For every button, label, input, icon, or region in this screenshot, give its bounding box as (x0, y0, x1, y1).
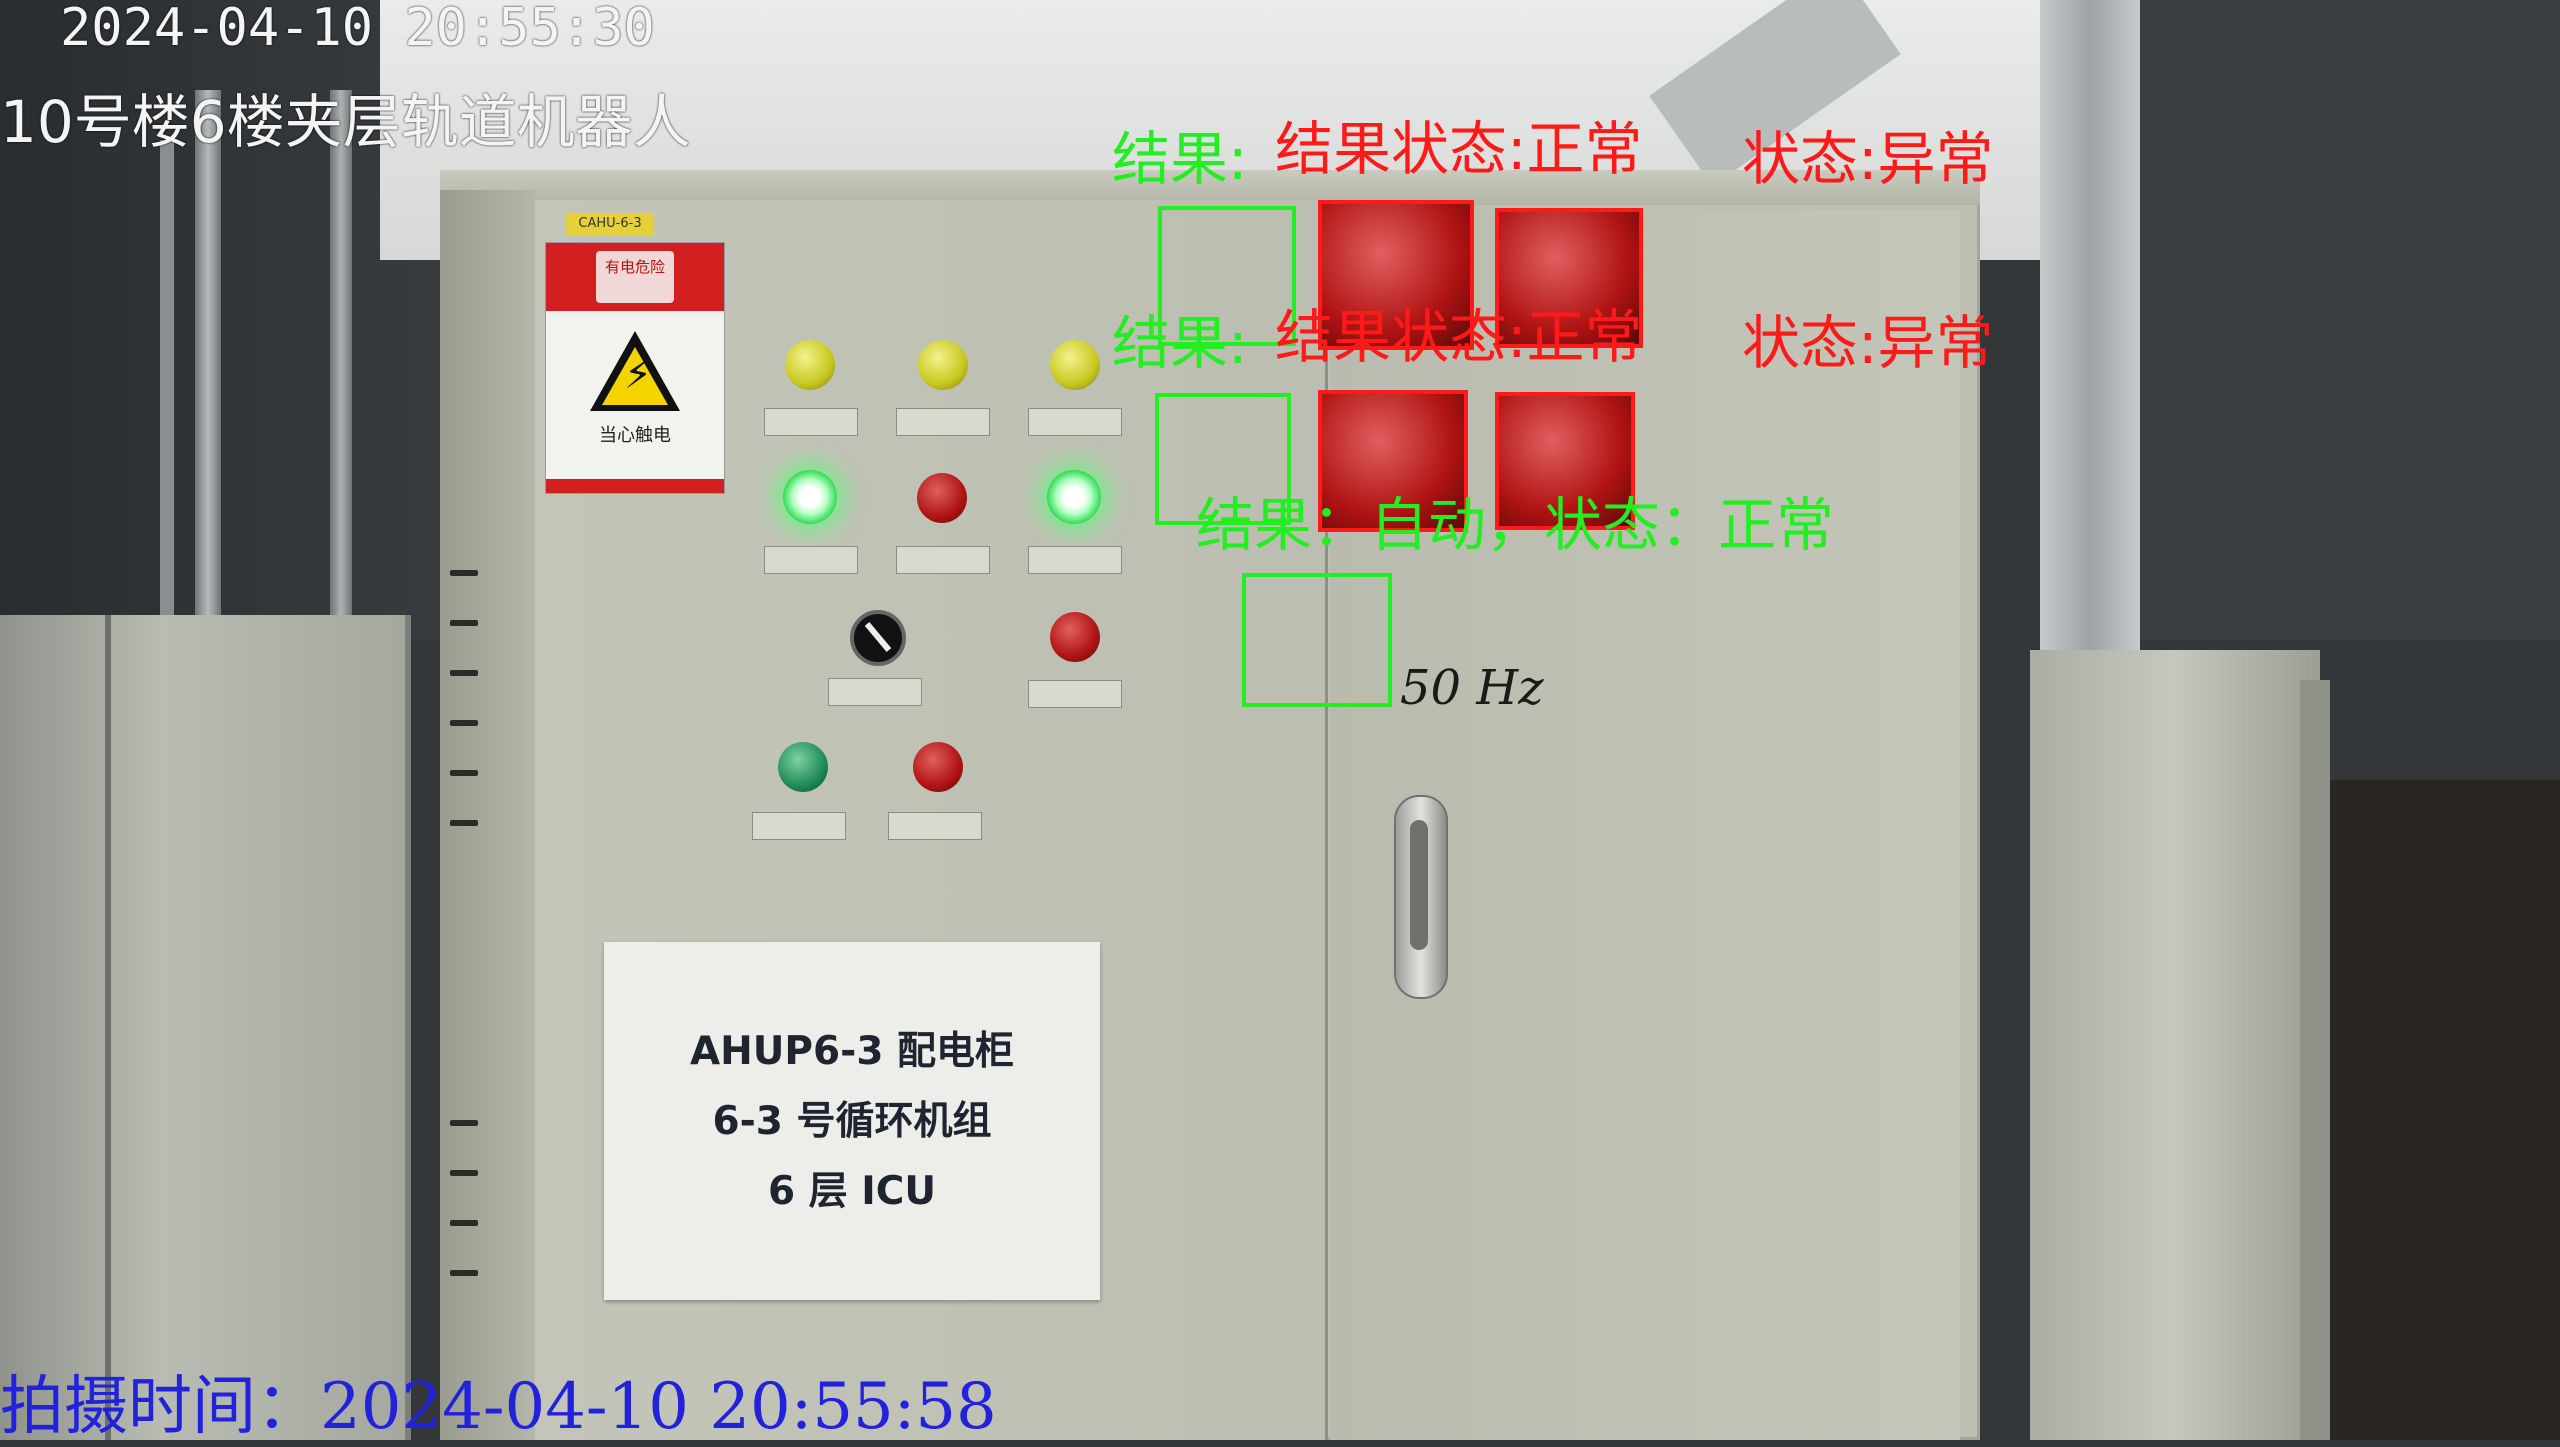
door-handle-slot (1410, 820, 1428, 950)
vent-slot (450, 1220, 478, 1226)
stop-button[interactable] (913, 742, 963, 792)
indicator-light-yellow (1050, 340, 1100, 390)
vent-slot (450, 670, 478, 676)
detection-result-red: 结果状态:正常 (1275, 102, 1643, 186)
detection-result-green: 结果: (1112, 296, 1248, 380)
vent-slot (450, 770, 478, 776)
warning-header: 有电危险 (546, 243, 724, 311)
selector-plate (828, 678, 922, 706)
vent-slot (450, 720, 478, 726)
vent-slot (450, 570, 478, 576)
indicator-light-yellow (918, 340, 968, 390)
label-line-floor: 6 层 ICU (604, 1160, 1100, 1216)
camera-timestamp: 2024-04-10 20:55:30 (60, 0, 655, 58)
handwritten-note: 50 Hz (1400, 660, 1543, 716)
right-wall (2130, 0, 2560, 640)
lamp-plate (1028, 408, 1122, 436)
vent-slot (450, 620, 478, 626)
warning-sign: 有电危险 ⚡ 当心触电 (545, 242, 725, 494)
lamp-plate (896, 546, 990, 574)
vent-slot (450, 1120, 478, 1126)
cabinet-tag: CAHU-6-3 (566, 213, 654, 235)
metal-strut (2040, 0, 2140, 650)
lamp-plate (1028, 546, 1122, 574)
cabinet-paper-label: AHUP6-3 配电柜 6-3 号循环机组 6 层 ICU (604, 942, 1100, 1300)
capture-time: 拍摄时间：2024-04-10 20:55:58 (0, 1355, 997, 1447)
cabinet-side (440, 190, 535, 1440)
detection-result-red: 结果状态:正常 (1275, 290, 1643, 374)
indicator-light-yellow (785, 340, 835, 390)
detection-result-green: 结果: (1112, 112, 1248, 196)
warning-text: 当心触电 (546, 421, 724, 447)
right-cabinet (2030, 650, 2320, 1440)
right-cabinet-side (2300, 680, 2330, 1440)
indicator-light-green-on (783, 470, 837, 524)
vent-slot (450, 1270, 478, 1276)
lamp-plate (764, 546, 858, 574)
button-plate (752, 812, 846, 840)
knob-indicator (865, 622, 891, 652)
label-line-unit: 6-3 号循环机组 (604, 1090, 1100, 1146)
conduit-pipe (160, 140, 174, 640)
camera-location: 10号楼6楼夹层轨道机器人 (0, 75, 691, 159)
button-plate (888, 812, 982, 840)
vent-slot (450, 820, 478, 826)
conduit-pipe (195, 90, 221, 650)
floor (2320, 780, 2560, 1440)
lightning-icon: ⚡ (624, 355, 652, 395)
indicator-light-red (917, 473, 967, 523)
vent-slot (450, 1170, 478, 1176)
label-line-cabinet: AHUP6-3 配电柜 (604, 1020, 1100, 1076)
detection-box-ok (1242, 573, 1392, 707)
indicator-light-green-on (1047, 470, 1101, 524)
mode-selector-knob[interactable] (850, 610, 906, 666)
left-cabinet (0, 615, 411, 1440)
start-button[interactable] (778, 742, 828, 792)
detection-result-auto: 结果：自动，状态：正常 (1196, 478, 1834, 562)
warning-header-text: 有电危险 (600, 257, 670, 277)
lamp-plate (896, 408, 990, 436)
detection-status-red: 状态:异常 (1742, 296, 1994, 380)
indicator-light-red (1050, 612, 1100, 662)
left-cabinet-edge (105, 615, 111, 1440)
lamp-plate (1028, 680, 1122, 708)
warning-footer (546, 479, 724, 493)
lamp-plate (764, 408, 858, 436)
detection-status-red: 状态:异常 (1742, 112, 1994, 196)
conduit-pipe (330, 90, 352, 650)
